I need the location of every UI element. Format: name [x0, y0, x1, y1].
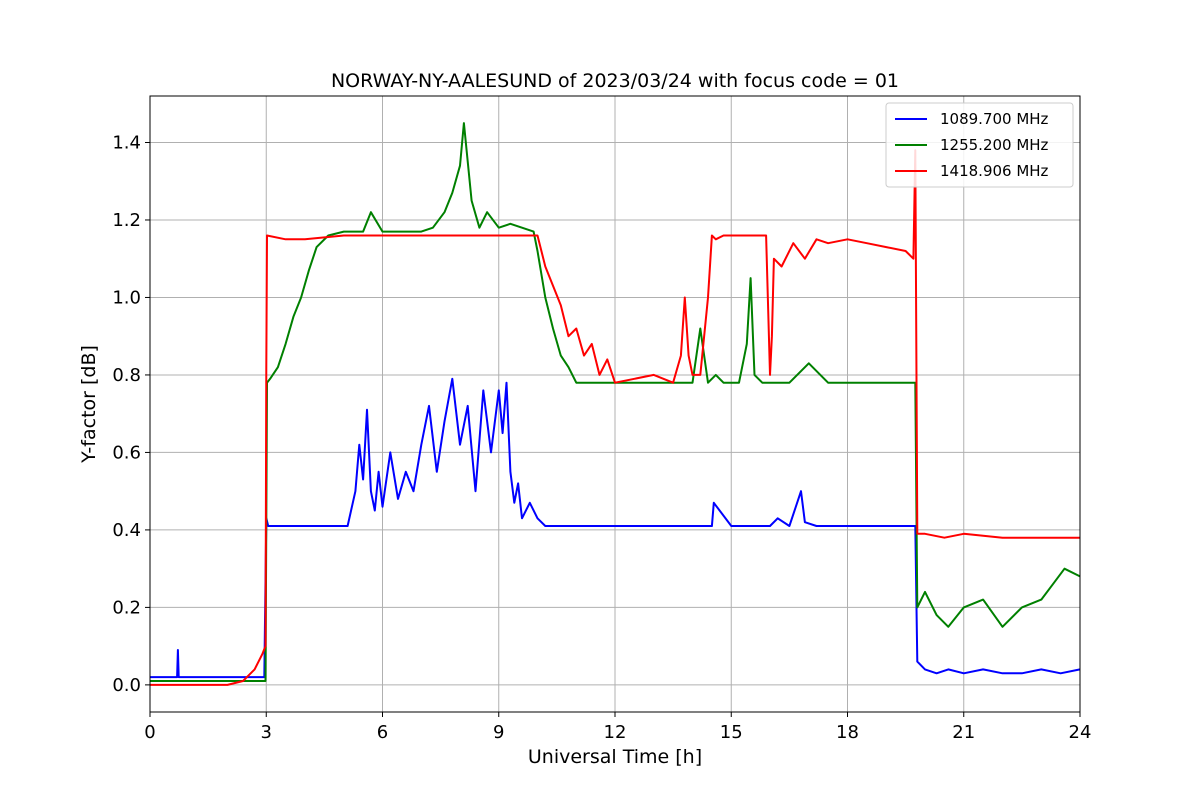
y-tick-label: 1.2: [112, 210, 141, 231]
legend-box: [885, 102, 1074, 188]
x-tick-label: 15: [720, 722, 743, 743]
legend-label: 1089.700 MHz: [940, 110, 1049, 128]
series-line-1: [150, 377, 1081, 679]
x-tick-label: 12: [604, 722, 627, 743]
y-tick-label: 1.0: [112, 287, 141, 308]
y-tick-label: 0.8: [112, 365, 141, 386]
y-tick-label: 0.2: [112, 597, 141, 618]
y-tick-label: 0.6: [112, 442, 141, 463]
x-axis-label: Universal Time [h]: [528, 746, 702, 768]
y-tick-label: 0.0: [112, 675, 141, 696]
x-axis: 0 3 6 9 12 15 18 21 24: [144, 712, 1091, 743]
y-tick-label: 1.4: [112, 132, 141, 153]
y-axis: 0.0 0.2 0.4 0.6 0.8 1.0 1.2 1.4: [112, 132, 150, 696]
y-tick-label: 0.4: [112, 520, 141, 541]
grid: [149, 96, 1081, 712]
x-tick-label: 9: [493, 722, 504, 743]
x-tick-label: 18: [836, 722, 859, 743]
x-tick-label: 24: [1069, 722, 1092, 743]
y-axis-label: Y-factor [dB]: [78, 345, 100, 464]
series-line-3: [150, 149, 1080, 686]
x-tick-label: 21: [952, 722, 975, 743]
legend-label: 1418.906 MHz: [940, 162, 1049, 180]
legend: 1089.700 MHz 1255.200 MHz 1418.906 MHz: [885, 102, 1074, 188]
x-tick-label: 3: [261, 722, 272, 743]
chart-title: NORWAY-NY-AALESUND of 2023/03/24 with fo…: [331, 70, 899, 92]
x-tick-label: 6: [377, 722, 388, 743]
series-line-2: [150, 122, 1081, 682]
x-tick-label: 0: [144, 722, 155, 743]
series-group: [150, 122, 1081, 686]
legend-label: 1255.200 MHz: [940, 136, 1049, 154]
